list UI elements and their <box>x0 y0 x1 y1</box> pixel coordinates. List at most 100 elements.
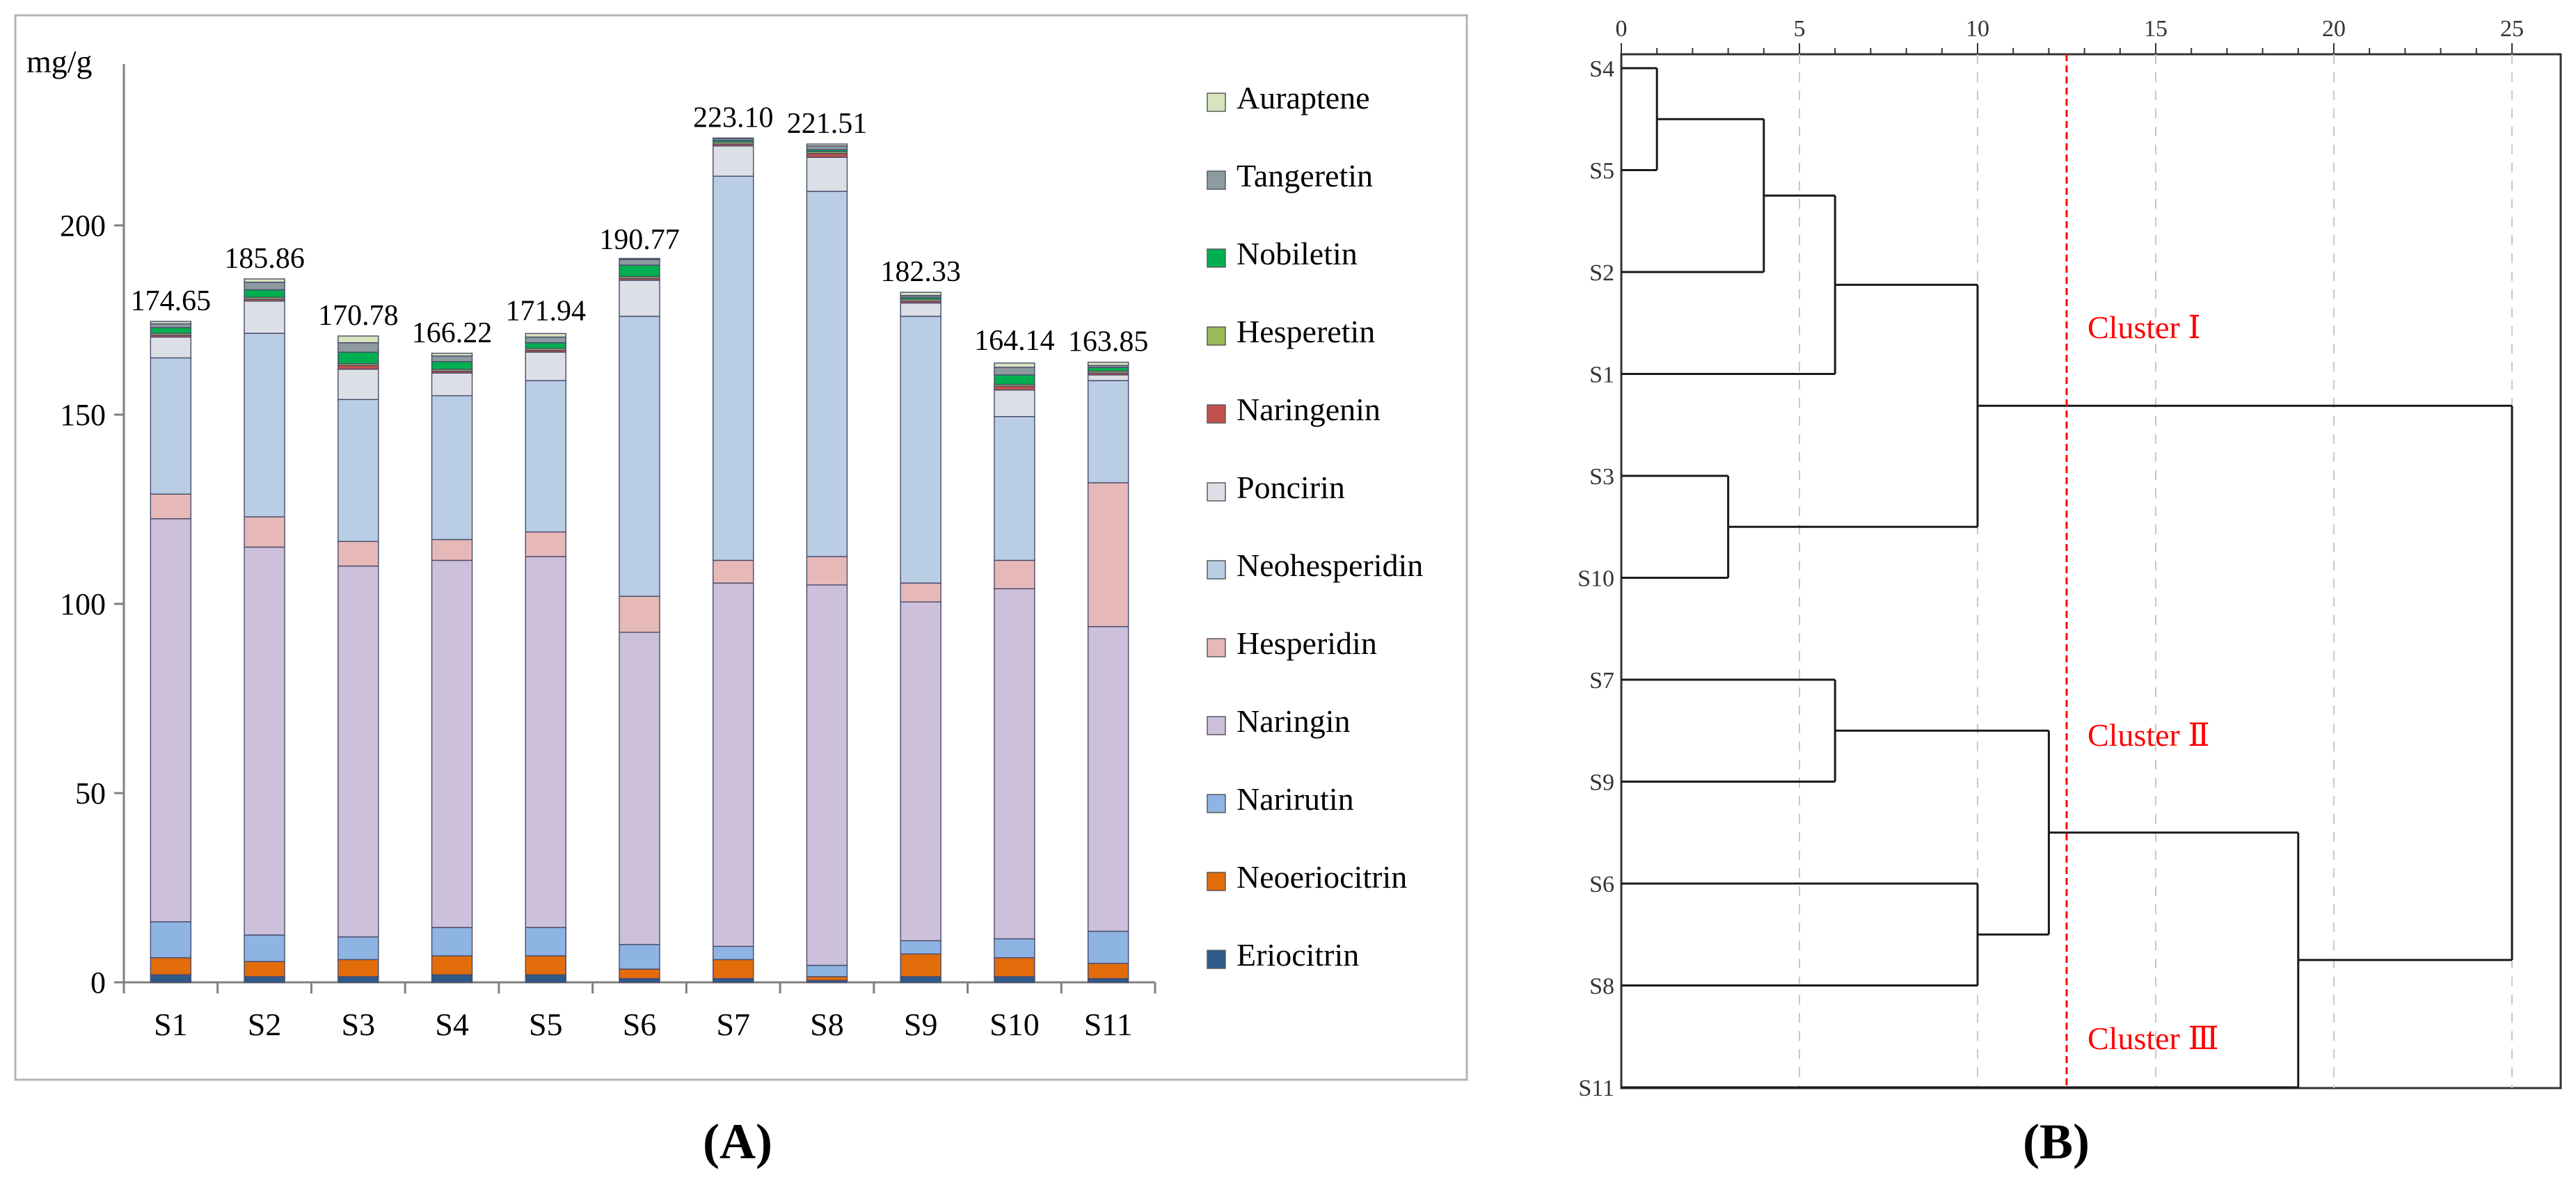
bar-segment <box>150 518 192 923</box>
leaf-label: S8 <box>1589 974 1614 1000</box>
y-tick-label: 200 <box>60 209 106 243</box>
bar-total-label: 164.14 <box>974 325 1055 357</box>
bar-segment <box>150 336 192 359</box>
bar-segment <box>337 959 379 977</box>
chart-legend: Auraptene Tangeretin Nobiletin Hesperetin Na… <box>1207 80 1423 973</box>
bar-segment <box>337 335 379 344</box>
legend-label: Eriocitrin <box>1237 937 1359 973</box>
bar-segment <box>525 556 566 928</box>
legend-swatch <box>1207 170 1226 190</box>
bar-total-label: 166.22 <box>412 317 493 349</box>
x-tick-label: S11 <box>1084 1007 1133 1042</box>
bar-total-label: 170.78 <box>318 300 399 332</box>
bar-segment <box>713 582 754 948</box>
bar-segment <box>713 945 754 961</box>
bar-segment <box>900 315 941 584</box>
leaf-label: S7 <box>1589 668 1614 694</box>
bar-segment <box>806 584 848 966</box>
bar-segment <box>806 556 848 586</box>
bar-segment <box>900 940 941 955</box>
bar-segment <box>713 175 754 561</box>
legend-label: Neoeriocitrin <box>1237 859 1407 895</box>
bar-segment <box>619 596 660 633</box>
bar-segment <box>619 257 660 260</box>
bar-segment <box>337 365 379 370</box>
bar-segment <box>806 157 848 192</box>
bar-segment <box>431 955 473 975</box>
legend-swatch <box>1207 794 1226 813</box>
legend-label: Naringenin <box>1237 392 1381 427</box>
bar-segment <box>431 372 473 397</box>
bar-segment <box>150 493 192 520</box>
bar-segment <box>806 145 848 150</box>
bar-segment <box>244 976 285 983</box>
bar-segment <box>525 351 566 381</box>
leaf-label: S5 <box>1589 159 1614 184</box>
bar-segment <box>244 546 285 936</box>
bar-segment <box>337 351 379 365</box>
bar-segment <box>525 955 566 975</box>
bar-segment <box>994 938 1035 959</box>
bar-segment <box>994 367 1035 376</box>
bar-segment <box>1087 963 1129 980</box>
x-tick-label: S5 <box>529 1007 563 1042</box>
x-tick-label: S7 <box>716 1007 750 1042</box>
bar-segment <box>900 291 941 296</box>
x-tick-label: 25 <box>2500 16 2524 42</box>
legend-swatch <box>1207 326 1226 346</box>
bar-segment <box>1087 367 1129 372</box>
bar-segment <box>337 936 379 961</box>
bar-segment <box>244 333 285 518</box>
bar-segment <box>337 342 379 353</box>
legend-swatch <box>1207 950 1226 969</box>
bar-segment <box>900 582 941 602</box>
legend-swatch <box>1207 404 1226 424</box>
dendrogram-chart: 0 5 10 15 20 25 S4 S5 S2 S1 S3 S10 S7 S9 S6 S8 S11 Cluste… <box>1577 16 2562 1101</box>
legend-swatch <box>1207 248 1226 268</box>
bar-segment <box>1087 482 1129 628</box>
bar-segment <box>150 957 192 975</box>
legend-label: Poncirin <box>1237 470 1345 505</box>
bar-segment <box>244 301 285 334</box>
bar-segment <box>713 977 754 983</box>
x-tick-label: 0 <box>1616 16 1628 42</box>
bar-segment <box>1087 977 1129 983</box>
bar-segment <box>619 315 660 597</box>
bar-segment <box>244 516 285 548</box>
y-tick-label: 150 <box>60 398 106 432</box>
cluster-label: Cluster Ⅲ <box>2088 1021 2219 1056</box>
bar-segment <box>525 336 566 344</box>
bar-total-label: 185.86 <box>224 243 305 275</box>
bar-total-label: 163.85 <box>1068 326 1149 358</box>
bar-total-label: 171.94 <box>506 296 587 328</box>
bar-segment <box>994 389 1035 417</box>
bar-segment <box>994 385 1035 391</box>
bar-segment <box>619 259 660 266</box>
stacked-bar-chart: 0 50 100 150 200 174.65 S1 185.86 S2 170.78 S3 166.… <box>60 64 1156 1042</box>
bar-segment <box>1087 361 1129 366</box>
bar-segment <box>150 323 192 328</box>
panel-label-b: (B) <box>2023 1114 2090 1169</box>
legend-swatch <box>1207 638 1226 657</box>
bar-segment <box>1087 625 1129 932</box>
x-tick-label: S2 <box>248 1007 282 1042</box>
leaf-label: S2 <box>1589 260 1614 286</box>
bar-total-label: 223.10 <box>693 102 774 134</box>
x-tick-label: S4 <box>435 1007 469 1042</box>
bar-segment <box>525 342 566 349</box>
x-tick-label: S9 <box>904 1007 938 1042</box>
bar-segment <box>806 143 848 147</box>
bar-segment <box>1087 380 1129 484</box>
bar-segment <box>900 601 941 941</box>
bar-segment <box>994 362 1035 368</box>
bar-segment <box>619 632 660 945</box>
bar-segment <box>619 264 660 278</box>
bar-segment <box>431 395 473 541</box>
bar-segment <box>431 927 473 957</box>
bar-segment <box>431 559 473 928</box>
bar-segment <box>1087 930 1129 964</box>
bar-segment <box>431 353 473 357</box>
bar-segment <box>431 361 473 370</box>
panel-label-a: (A) <box>703 1114 772 1169</box>
